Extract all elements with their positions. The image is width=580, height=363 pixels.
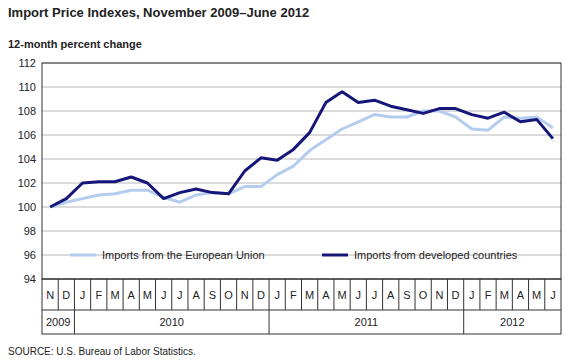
x-tick-label: A	[322, 289, 330, 301]
grid-line	[42, 183, 561, 184]
year-separator	[463, 279, 464, 334]
month-separator	[431, 279, 432, 310]
x-tick-label: J	[177, 289, 183, 301]
grid-line	[42, 207, 561, 208]
legend-label: Imports from the European Union	[102, 249, 265, 261]
y-tick-label: 102	[18, 177, 36, 189]
x-tick-label: N	[46, 289, 54, 301]
year-separator	[269, 279, 270, 334]
x-tick-label: O	[419, 289, 428, 301]
x-tick-label: M	[143, 289, 152, 301]
x-tick-label: N	[435, 289, 443, 301]
x-tick-label: M	[305, 289, 314, 301]
x-tick-label: N	[241, 289, 249, 301]
x-tick-label: A	[387, 289, 395, 301]
month-separator	[447, 279, 448, 310]
month-separator	[220, 279, 221, 310]
y-tick-label: 108	[18, 105, 36, 117]
y-tick-label: 112	[18, 57, 36, 69]
month-separator	[285, 279, 286, 310]
grid-line	[42, 111, 561, 112]
y-tick-label: 98	[24, 225, 36, 237]
month-separator	[333, 279, 334, 310]
x-tick-label: A	[192, 289, 200, 301]
x-tick-label: J	[274, 289, 280, 301]
x-axis-frame	[42, 279, 561, 334]
plot-frame	[42, 63, 561, 279]
x-tick-label: A	[517, 289, 525, 301]
x-tick-label: S	[403, 289, 410, 301]
y-tick-label: 110	[18, 81, 36, 93]
month-separator	[187, 279, 188, 310]
x-tick-label: J	[550, 289, 556, 301]
month-separator	[139, 279, 140, 310]
month-separator	[236, 279, 237, 310]
x-tick-label: D	[257, 289, 265, 301]
month-separator	[123, 279, 124, 310]
x-tick-label: J	[469, 289, 475, 301]
x-tick-label: O	[224, 289, 233, 301]
legend-swatch	[322, 254, 348, 257]
x-tick-label: A	[128, 289, 136, 301]
month-separator	[204, 279, 205, 310]
grid-line	[42, 231, 561, 232]
x-tick-label: F	[290, 289, 297, 301]
series-line	[50, 111, 553, 207]
month-separator	[544, 279, 545, 310]
x-tick-label: F	[95, 289, 102, 301]
y-tick-label: 106	[18, 129, 36, 141]
month-separator	[171, 279, 172, 310]
y-tick-label: 96	[24, 249, 36, 261]
y-tick-label: 100	[18, 201, 36, 213]
month-separator	[479, 279, 480, 310]
legend-label: Imports from developed countries	[354, 249, 518, 261]
month-separator	[58, 279, 59, 310]
x-tick-label: J	[80, 289, 86, 301]
title: Import Price Indexes, November 2009–June…	[8, 5, 309, 20]
month-separator	[366, 279, 367, 310]
grid-line	[42, 135, 561, 136]
month-separator	[155, 279, 156, 310]
month-separator	[496, 279, 497, 310]
month-separator	[415, 279, 416, 310]
year-label: 2010	[160, 316, 184, 328]
x-tick-label: D	[62, 289, 70, 301]
month-separator	[106, 279, 107, 310]
legend-swatch	[70, 254, 96, 257]
x-tick-label: D	[452, 289, 460, 301]
series-line	[50, 92, 553, 207]
month-separator	[528, 279, 529, 310]
x-tick-label: M	[532, 289, 541, 301]
plot-lines	[50, 92, 553, 207]
x-tick-label: J	[356, 289, 362, 301]
year-label: 2009	[46, 316, 70, 328]
month-separator	[90, 279, 91, 310]
source: SOURCE: U.S. Bureau of Labor Statistics.	[8, 346, 196, 357]
grid-line	[42, 87, 561, 88]
month-separator	[512, 279, 513, 310]
y-tick-label: 94	[24, 273, 36, 285]
y-tick-label: 104	[18, 153, 36, 165]
year-separator	[74, 279, 75, 334]
year-label: 2011	[355, 316, 379, 328]
x-tick-label: S	[209, 289, 216, 301]
y-axis-label: 12-month percent change	[8, 38, 142, 50]
year-label: 2012	[500, 316, 524, 328]
month-separator	[317, 279, 318, 310]
chart: Import Price Indexes, November 2009–June…	[0, 0, 580, 363]
x-tick-label: J	[161, 289, 167, 301]
month-separator	[382, 279, 383, 310]
x-tick-label: F	[485, 289, 492, 301]
x-tick-label: M	[110, 289, 119, 301]
x-tick-label: J	[372, 289, 378, 301]
month-separator	[350, 279, 351, 310]
month-separator	[252, 279, 253, 310]
x-tick-label: M	[337, 289, 346, 301]
month-separator	[301, 279, 302, 310]
x-tick-label: M	[500, 289, 509, 301]
month-separator	[398, 279, 399, 310]
